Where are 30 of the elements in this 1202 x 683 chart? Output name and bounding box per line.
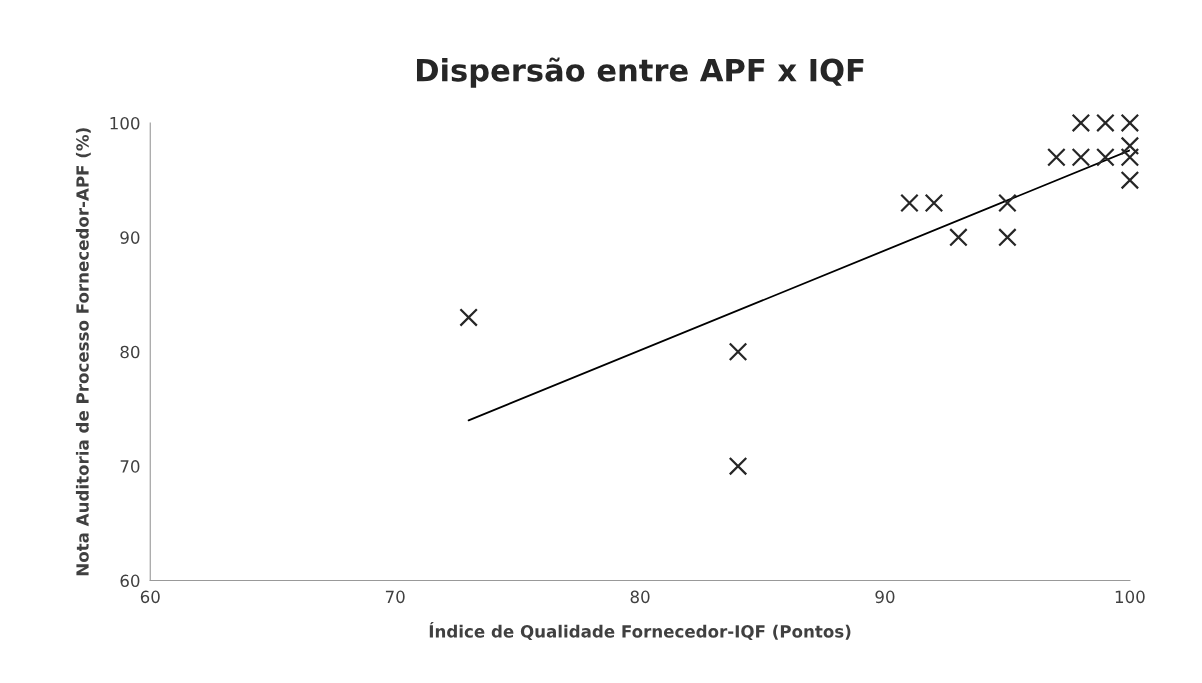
point [1096, 113, 1115, 133]
point [900, 193, 919, 213]
y-tick-label: 80 [120, 345, 140, 359]
point [1096, 147, 1115, 167]
point [998, 193, 1017, 213]
x-tick-label: 70 [385, 590, 405, 604]
x-tick-label: 90 [875, 590, 895, 604]
y-tick-label: 70 [120, 460, 140, 473]
point [998, 228, 1017, 247]
x-tick-label: 80 [630, 590, 650, 604]
point [1047, 147, 1066, 167]
point [1071, 113, 1091, 133]
point [949, 228, 968, 247]
x-tick-label: 100 [1115, 590, 1145, 604]
point [1071, 147, 1091, 167]
y-tick-label: 90 [120, 231, 140, 244]
point [924, 193, 944, 213]
y-axis-title: Nota Auditoria de Processo Fornecedor-APF (%) [75, 128, 91, 576]
point [459, 308, 478, 327]
point [728, 456, 748, 476]
point [1120, 136, 1140, 156]
chart-title: Dispersão entre APF x IQF [417, 57, 864, 88]
x-axis-title: Índice de Qualidade Fornecedor-IQF (Pontos) [429, 622, 851, 640]
point [728, 342, 748, 362]
point [1120, 170, 1140, 190]
point [1120, 113, 1140, 133]
y-tick-label: 60 [120, 574, 140, 588]
point [1120, 147, 1140, 167]
x-tick-label: 60 [140, 590, 160, 604]
y-tick-label: 100 [110, 116, 140, 130]
